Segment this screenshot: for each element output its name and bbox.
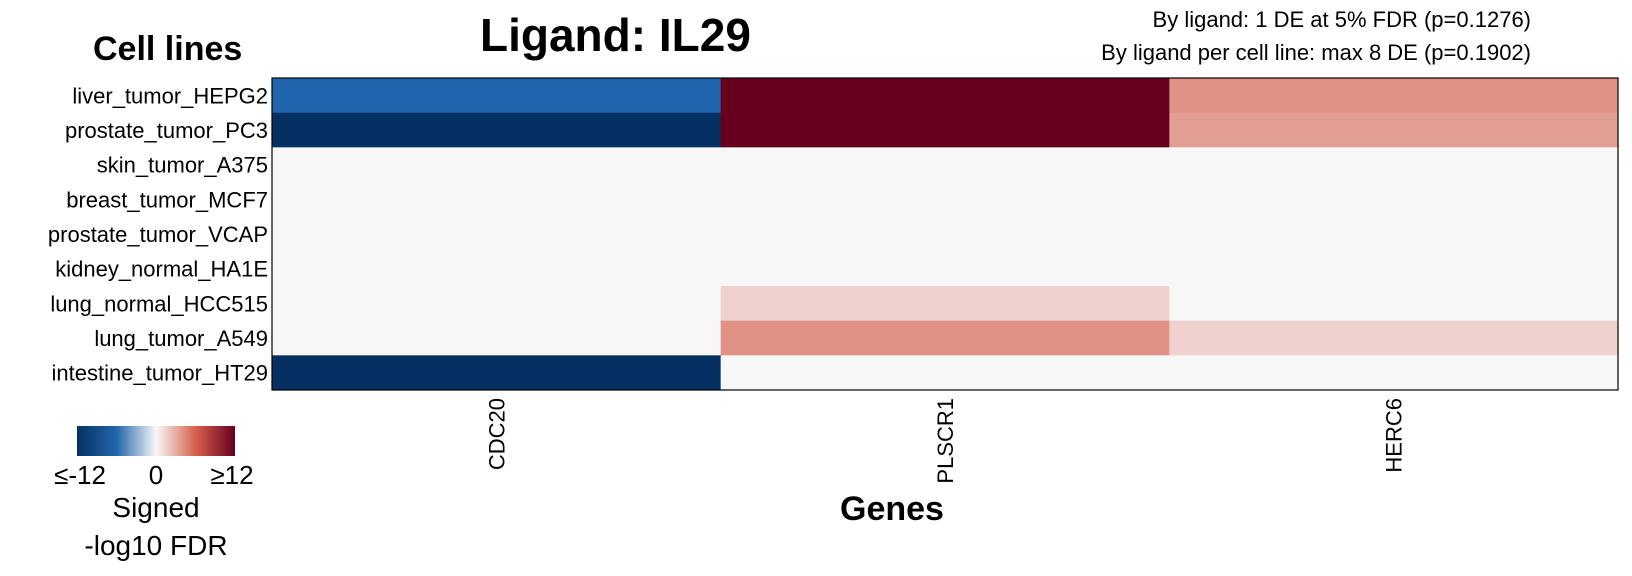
chart-title: Ligand: IL29 <box>480 9 751 61</box>
heatmap-cell-liver_tumor_HEPG2-CDC20 <box>272 78 722 114</box>
row-label: prostate_tumor_VCAP <box>48 222 268 247</box>
row-label: lung_tumor_A549 <box>94 326 268 351</box>
heatmap-cell-lung_tumor_A549-HERC6 <box>1169 320 1619 356</box>
heatmap-cell-prostate_tumor_VCAP-CDC20 <box>272 216 722 252</box>
heatmap-cell-breast_tumor_MCF7-CDC20 <box>272 182 722 218</box>
heatmap-cell-kidney_normal_HA1E-CDC20 <box>272 251 722 287</box>
row-label: kidney_normal_HA1E <box>55 257 268 282</box>
heatmap-cell-skin_tumor_A375-PLSCR1 <box>720 147 1170 183</box>
heatmap-cell-intestine_tumor_HT29-CDC20 <box>272 355 722 391</box>
legend-tick-max: ≥12 <box>210 460 253 490</box>
heatmap-cell-breast_tumor_MCF7-HERC6 <box>1169 182 1619 218</box>
x-axis-label: Genes <box>840 490 944 528</box>
heatmap-cell-prostate_tumor_PC3-PLSCR1 <box>720 112 1170 148</box>
column-labels: CDC20 PLSCR1 HERC6 <box>484 398 1406 484</box>
heatmap-cell-lung_normal_HCC515-CDC20 <box>272 286 722 322</box>
heatmap-cell-skin_tumor_A375-CDC20 <box>272 147 722 183</box>
heatmap-cells <box>272 78 1619 391</box>
heatmap-cell-kidney_normal_HA1E-PLSCR1 <box>720 251 1170 287</box>
annotation-by-ligand: By ligand: 1 DE at 5% FDR (p=0.1276) <box>1152 7 1531 32</box>
color-legend: ≤-12 0 ≥12 Signed -log10 FDR <box>54 426 254 561</box>
row-labels: liver_tumor_HEPG2 prostate_tumor_PC3 skin_… <box>48 83 268 385</box>
heatmap-cell-prostate_tumor_VCAP-PLSCR1 <box>720 216 1170 252</box>
heatmap-cell-lung_normal_HCC515-PLSCR1 <box>720 286 1170 322</box>
heatmap-cell-lung_normal_HCC515-HERC6 <box>1169 286 1619 322</box>
row-label: breast_tumor_MCF7 <box>66 187 268 212</box>
row-label: skin_tumor_A375 <box>97 153 268 178</box>
heatmap-cell-intestine_tumor_HT29-HERC6 <box>1169 355 1619 391</box>
heatmap-cell-skin_tumor_A375-HERC6 <box>1169 147 1619 183</box>
row-label: prostate_tumor_PC3 <box>65 118 268 143</box>
heatmap-cell-kidney_normal_HA1E-HERC6 <box>1169 251 1619 287</box>
heatmap-cell-liver_tumor_HEPG2-PLSCR1 <box>720 78 1170 114</box>
legend-title-line1: Signed <box>112 492 199 523</box>
heatmap-cell-prostate_tumor_PC3-CDC20 <box>272 112 722 148</box>
heatmap-cell-prostate_tumor_PC3-HERC6 <box>1169 112 1619 148</box>
legend-title-line2: -log10 FDR <box>84 530 227 561</box>
heatmap-cell-breast_tumor_MCF7-PLSCR1 <box>720 182 1170 218</box>
heatmap-cell-lung_tumor_A549-CDC20 <box>272 320 722 356</box>
column-label: PLSCR1 <box>933 398 958 484</box>
column-label: HERC6 <box>1382 398 1407 473</box>
heatmap-cell-prostate_tumor_VCAP-HERC6 <box>1169 216 1619 252</box>
legend-colorbar <box>77 426 235 456</box>
annotation-by-ligand-per-cell-line: By ligand per cell line: max 8 DE (p=0.1… <box>1101 40 1531 65</box>
heatmap-cell-liver_tumor_HEPG2-HERC6 <box>1169 78 1619 114</box>
heatmap-cell-lung_tumor_A549-PLSCR1 <box>720 320 1170 356</box>
legend-tick-min: ≤-12 <box>54 460 106 490</box>
row-label: intestine_tumor_HT29 <box>52 361 268 386</box>
column-label: CDC20 <box>484 398 509 470</box>
heatmap-cell-intestine_tumor_HT29-PLSCR1 <box>720 355 1170 391</box>
row-label: liver_tumor_HEPG2 <box>72 83 268 108</box>
legend-tick-zero: 0 <box>149 460 163 490</box>
plot-border <box>271 77 1619 391</box>
row-label: lung_normal_HCC515 <box>50 291 268 316</box>
y-axis-label: Cell lines <box>93 30 243 68</box>
